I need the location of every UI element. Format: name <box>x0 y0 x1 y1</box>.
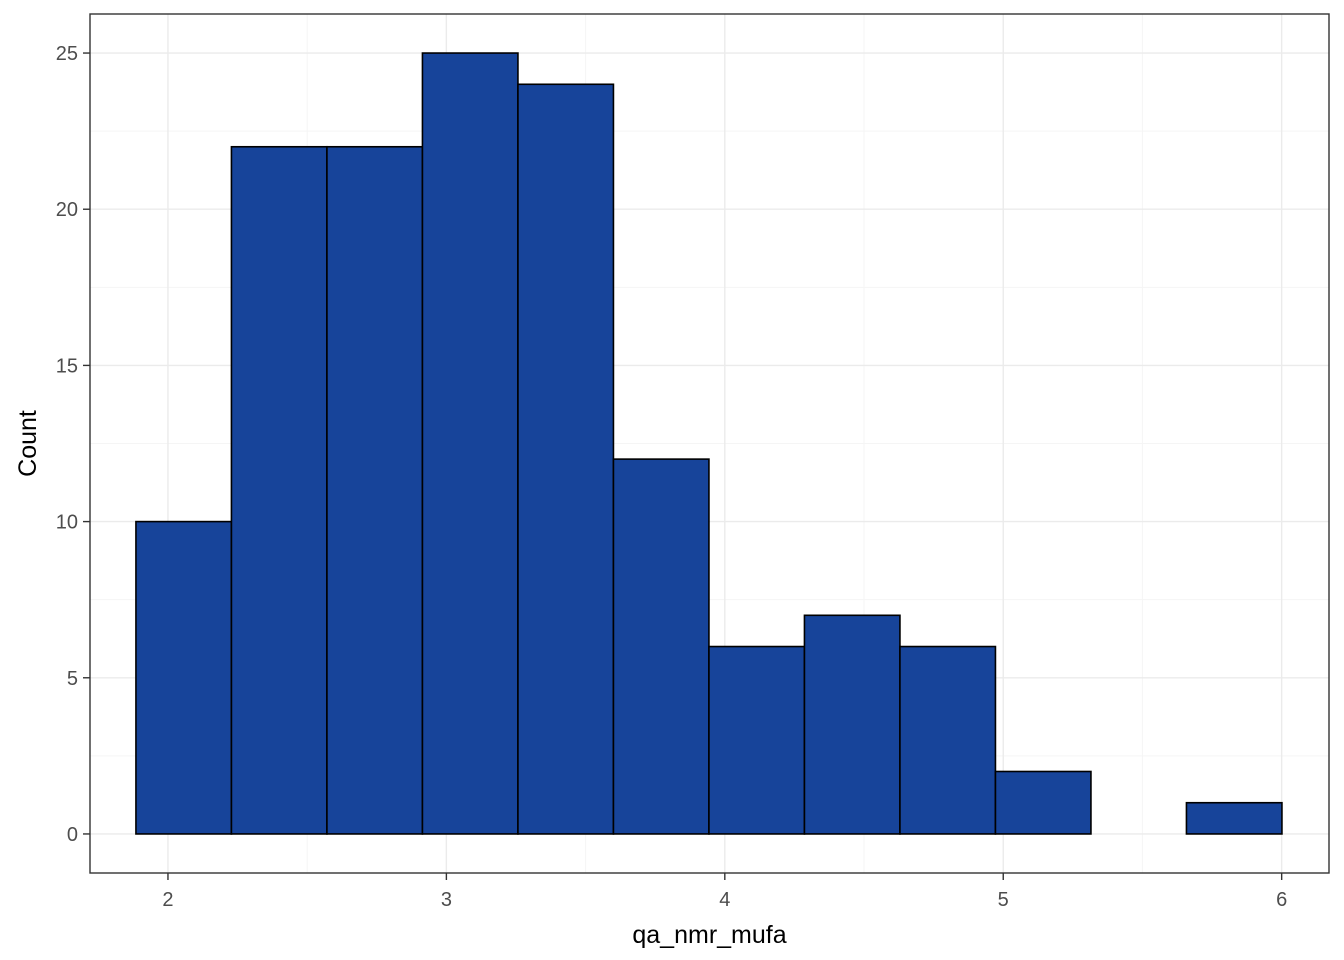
axis-ticks: 2 3 4 5 6 0 5 10 15 20 25 <box>56 43 1287 911</box>
histogram-bar <box>1185 801 1283 835</box>
y-tick-label: 5 <box>67 668 78 690</box>
x-axis-title: qa_nmr_mufa <box>632 921 786 949</box>
histogram-bar <box>326 145 424 835</box>
histogram-bar <box>421 52 519 835</box>
x-tick-label: 3 <box>441 889 452 911</box>
y-tick-label: 25 <box>56 43 78 65</box>
histogram-bar <box>899 645 997 835</box>
y-tick-label: 15 <box>56 355 78 377</box>
histogram-bar <box>994 770 1092 835</box>
histogram-bar <box>708 645 806 835</box>
histogram-bar <box>612 458 710 835</box>
histogram-bar <box>230 145 328 835</box>
x-tick-label: 6 <box>1276 889 1287 911</box>
histogram-bar <box>517 83 615 835</box>
y-tick-label: 20 <box>56 199 78 221</box>
x-tick-label: 5 <box>998 889 1009 911</box>
x-tick-label: 2 <box>162 889 173 911</box>
panel-border <box>89 13 1330 874</box>
histogram-bar <box>135 520 233 835</box>
y-axis-title: Count <box>14 410 42 477</box>
histogram-bar <box>803 614 901 835</box>
x-tick-label: 4 <box>719 889 730 911</box>
y-tick-label: 10 <box>56 512 78 534</box>
histogram-bars <box>135 52 1283 835</box>
y-tick-label: 0 <box>67 824 78 846</box>
